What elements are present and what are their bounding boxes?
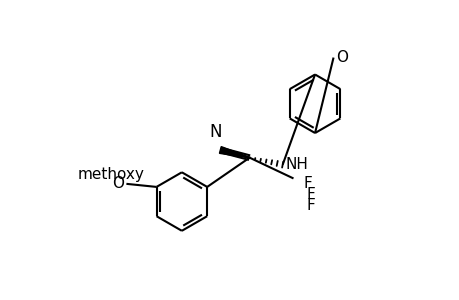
Polygon shape — [219, 147, 249, 158]
Text: O: O — [335, 50, 347, 65]
Text: F: F — [306, 198, 315, 213]
Text: O: O — [112, 176, 124, 191]
Text: N: N — [209, 124, 222, 142]
Text: F: F — [303, 176, 312, 191]
Text: F: F — [306, 187, 315, 202]
Text: methoxy: methoxy — [78, 167, 144, 182]
Text: NH: NH — [285, 157, 307, 172]
